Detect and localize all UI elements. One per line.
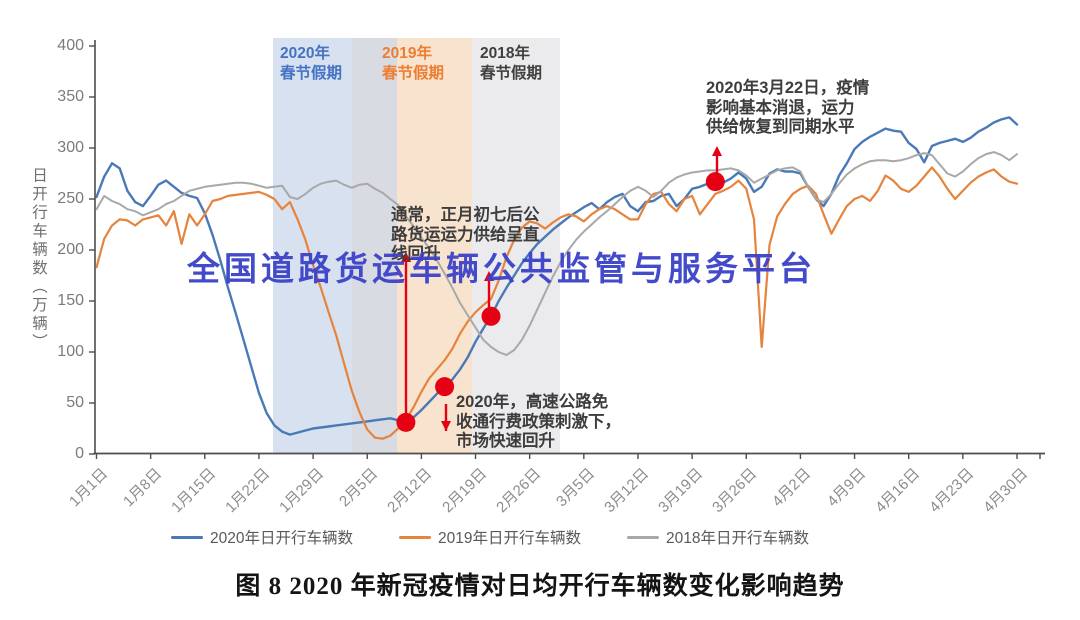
series-line-2018年 [95,151,1018,357]
holiday-band-label-line: 2019年 [382,45,432,62]
legend-label: 2020年日开行车辆数 [210,530,353,547]
figure-caption: 图 8 2020 年新冠疫情对日均开行车辆数变化影响趋势 [235,573,845,600]
red-arrow-head [484,271,494,281]
holiday-band-label-line: 春节假期 [280,65,343,82]
red-dot-marker [705,172,725,192]
annotation-line: 2020年，高速公路免 [456,393,609,411]
toll-free-note: 2020年，高速公路免 收通行费政策刺激下， 市场快速回升 [456,393,621,452]
series-line-2019年 [95,166,1019,440]
usual-recovery-note: 通常，正月初七后公 路货运运力供给呈直 线回升 [391,206,540,265]
series-line-2020年 [95,116,1019,436]
annotation-line: 线回升 [391,245,441,263]
red-arrow-head [401,252,411,262]
holiday-band [472,38,560,453]
red-dot-marker [481,306,501,326]
legend-item: 2020年日开行车辆数 [171,526,353,548]
annotation-line: 2020年3月22日，疫情 [706,79,870,97]
y-tick-label: 100 [57,343,84,360]
annotation-line: 收通行费政策刺激下， [456,412,621,431]
legend-swatch-icon [626,535,659,539]
holiday-band [273,38,352,453]
epidemic-faded-note: 2020年3月22日，疫情 影响基本消退，运力 供给恢复到同期水平 [706,79,869,138]
watermark-text: 全国道路货运车辆公共监管与服务平台 [187,250,816,287]
holiday-band-label: 2018年春节假期 [480,44,542,84]
red-arrow-head [441,421,451,431]
annotation-line: 路货运运力供给呈直 [391,225,540,244]
red-dot-marker [396,412,416,432]
annotation-line: 影响基本消退，运力 [706,98,855,117]
legend-swatch-icon [399,535,431,539]
plot-canvas [89,38,1045,459]
line-chart: 日开行车辆数（万辆） 0 50 100 150 200 250 300 350 400 1月1日… [30,37,1045,547]
holiday-band-label: 2019年春节假期 [382,44,444,84]
legend-item: 2019年日开行车辆数 [399,526,581,548]
holiday-band-label-line: 2020年 [280,45,330,62]
annotation-line: 供给恢复到同期水平 [706,118,855,136]
y-tick-label: 0 [75,445,84,462]
y-tick-label: 400 [57,37,84,54]
holiday-band [352,38,397,453]
y-tick-label: 250 [57,190,84,207]
legend-label: 2019年日开行车辆数 [438,530,581,547]
y-tick-label: 350 [57,88,84,105]
y-tick-label: 150 [57,292,84,309]
red-arrow-head [712,146,722,156]
y-axis-title: 日开行车辆数（万辆） [30,167,47,352]
annotation-line: 市场快速回升 [456,432,555,450]
y-tick-label: 200 [57,241,84,258]
y-tick-label: 300 [57,139,84,156]
holiday-band-label-line: 2018年 [480,45,530,62]
legend-item: 2018年日开行车辆数 [626,526,809,548]
chart-legend: 2020年日开行车辆数 2019年日开行车辆数 2018年日开行车辆数 [0,526,980,548]
red-dot-marker [435,377,455,397]
holiday-band-label-line: 春节假期 [382,65,445,82]
holiday-band [397,38,472,453]
legend-swatch-icon [171,535,204,539]
y-tick-label: 50 [66,394,84,411]
holiday-band-label-line: 春节假期 [480,65,543,82]
legend-label: 2018年日开行车辆数 [665,530,809,547]
holiday-band-label: 2020年春节假期 [280,44,342,84]
annotation-line: 通常，正月初七后公 [391,206,540,224]
